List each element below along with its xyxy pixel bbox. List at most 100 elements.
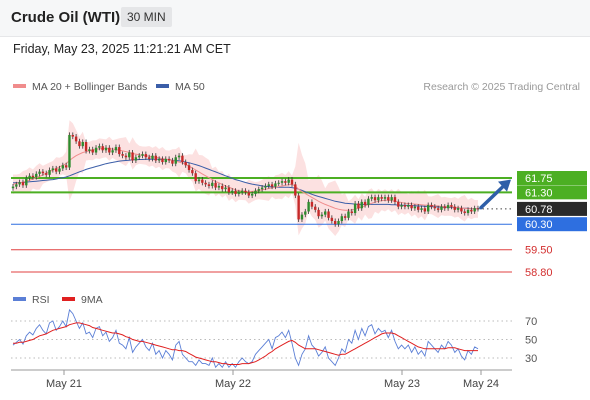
instrument-title: Crude Oil (WTI)	[11, 9, 121, 26]
candle-body	[177, 155, 181, 158]
candle-body	[410, 205, 413, 209]
candle-body	[413, 206, 417, 209]
candle-body	[247, 192, 251, 196]
candle-body	[25, 178, 28, 186]
candle-body	[400, 205, 403, 207]
legend-label-ma20: MA 20 + Bollinger Bands	[32, 81, 147, 93]
candle-body	[320, 214, 324, 217]
candle-body	[270, 184, 274, 187]
candle-body	[317, 209, 320, 217]
candle-body	[181, 155, 184, 163]
candle-body	[128, 152, 131, 158]
candle-body	[390, 197, 393, 201]
legend-swatch-ma50	[156, 84, 169, 88]
rsi-9ma-line	[13, 322, 478, 365]
candle-body	[324, 211, 327, 215]
candle-body	[61, 165, 65, 169]
rsi-tick-label: 30	[525, 353, 537, 365]
candle-body	[446, 205, 450, 209]
candle-body	[407, 205, 410, 207]
x-tick-label: May 21	[46, 378, 82, 390]
candle-body	[460, 208, 463, 212]
candle-body	[147, 157, 151, 159]
legend-label-rsi: RSI	[32, 294, 50, 306]
candle-body	[240, 190, 244, 193]
candle-body	[380, 197, 383, 199]
level-label-support: 59.50	[525, 245, 553, 257]
candle-body	[164, 158, 167, 163]
candle-body	[45, 173, 48, 175]
rsi-line	[12, 308, 479, 369]
candle-body	[194, 173, 197, 182]
candle-body	[373, 197, 377, 201]
candle-body	[38, 171, 41, 174]
candle-body	[15, 184, 18, 187]
candle-body	[287, 179, 290, 183]
candle-body	[363, 201, 367, 206]
candle-body	[377, 197, 380, 201]
forecast-arrow-head	[498, 179, 511, 192]
candle-body	[353, 203, 357, 214]
candle-body	[297, 195, 300, 220]
candle-body	[207, 184, 211, 186]
candle-body	[114, 147, 118, 151]
candle-body	[280, 181, 284, 183]
candle-body	[453, 206, 456, 210]
candle-body	[360, 201, 363, 209]
candle-body	[184, 162, 187, 166]
candle-body	[327, 211, 330, 218]
candle-body	[68, 134, 71, 168]
candle-body	[88, 149, 91, 151]
rsi-tick-label: 50	[525, 335, 537, 347]
x-tick-label: May 22	[215, 378, 251, 390]
candle-body	[370, 197, 373, 199]
candle-body	[307, 201, 310, 212]
x-tick-label: May 23	[384, 378, 420, 390]
candle-body	[191, 170, 194, 174]
candle-body	[41, 171, 45, 174]
timeframe-button[interactable]: 30 MIN	[121, 7, 172, 27]
candle-body	[78, 141, 81, 147]
candle-body	[134, 157, 138, 161]
candle-body	[84, 141, 88, 151]
candle-body	[304, 211, 307, 215]
candle-body	[11, 186, 15, 189]
candle-body	[267, 184, 270, 186]
candle-body	[310, 201, 314, 207]
candle-body	[81, 141, 84, 147]
candle-body	[64, 165, 68, 168]
candle-body	[31, 175, 35, 178]
candle-body	[397, 201, 400, 207]
candle-body	[300, 214, 304, 220]
candle-body	[433, 206, 437, 209]
candle-body	[264, 185, 267, 188]
forecast-arrow-shaft	[479, 182, 507, 210]
candle-body	[161, 158, 164, 163]
candle-body	[333, 221, 337, 225]
level-label-support: 58.80	[525, 267, 553, 279]
copyright-label: Research © 2025 Trading Central	[423, 81, 580, 93]
candle-body	[254, 190, 257, 194]
candle-body	[121, 154, 124, 156]
datetime-label: Friday, May 23, 2025 11:21:21 AM CET	[13, 42, 231, 56]
candle-body	[48, 170, 51, 175]
level-tag-pivot	[517, 217, 587, 232]
candle-body	[284, 181, 287, 183]
candle-body	[367, 198, 370, 206]
candle-body	[171, 160, 174, 164]
candle-body	[274, 183, 277, 187]
x-tick-label: May 24	[463, 378, 499, 390]
candle-body	[58, 168, 61, 172]
candle-body	[430, 205, 433, 207]
candle-body	[436, 208, 440, 210]
candle-body	[234, 190, 237, 194]
candle-body	[131, 152, 134, 161]
candle-body	[174, 157, 177, 164]
candle-body	[154, 155, 158, 161]
candle-body	[440, 206, 443, 210]
candle-body	[417, 206, 420, 210]
candle-body	[466, 209, 470, 214]
candle-body	[257, 189, 260, 191]
candle-body	[221, 185, 224, 190]
